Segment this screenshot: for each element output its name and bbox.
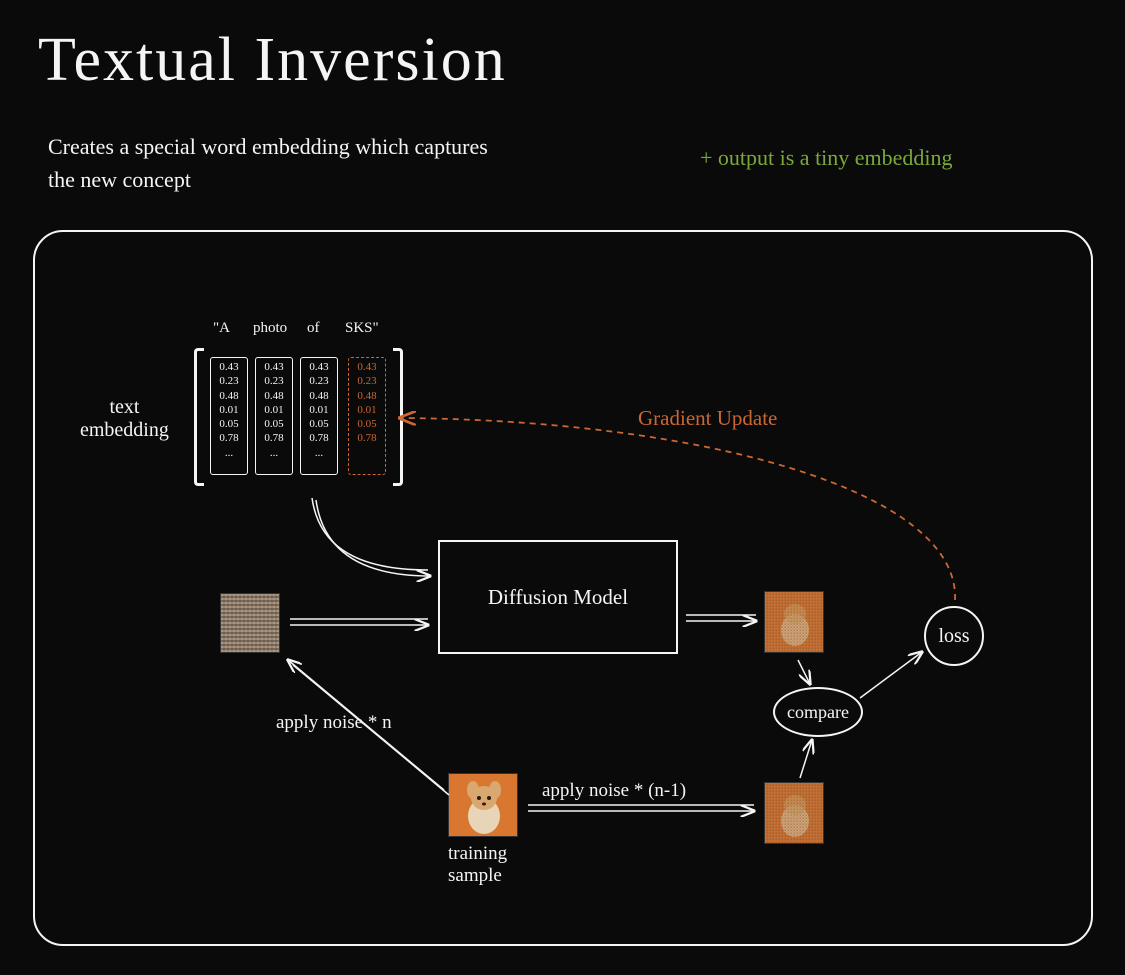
embedding-bracket-right	[393, 348, 403, 486]
gradient-update-label: Gradient Update	[638, 406, 777, 431]
diffusion-output-image	[764, 591, 824, 653]
compare-label: compare	[787, 702, 849, 723]
noisy-image	[220, 593, 280, 653]
compare-oval: compare	[773, 687, 863, 737]
training-sample-label: training sample	[448, 843, 507, 887]
target-image	[764, 782, 824, 844]
embedding-col-1: 0.43 0.23 0.48 0.01 0.05 0.78 ...	[255, 357, 293, 475]
embedding-label: text embedding	[80, 396, 169, 442]
apply-noise-n-label: apply noise * n	[276, 712, 392, 734]
embedding-col-0: 0.43 0.23 0.48 0.01 0.05 0.78 ...	[210, 357, 248, 475]
diffusion-model-box: Diffusion Model	[438, 540, 678, 654]
embedding-col-2: 0.43 0.23 0.48 0.01 0.05 0.78 ...	[300, 357, 338, 475]
subtitle: Creates a special word embedding which c…	[48, 130, 488, 196]
embedding-bracket-left	[194, 348, 204, 486]
apply-noise-n1-label: apply noise * (n-1)	[542, 780, 686, 802]
token-label-3: SKS"	[345, 320, 379, 337]
annotation-output: + output is a tiny embedding	[700, 145, 953, 171]
diffusion-model-label: Diffusion Model	[488, 585, 628, 610]
embedding-col-sks: 0.43 0.23 0.48 0.01 0.05 0.78	[348, 357, 386, 475]
loss-oval: loss	[924, 606, 984, 666]
training-sample-image	[448, 773, 518, 837]
loss-label: loss	[938, 625, 969, 648]
token-label-2: of	[307, 320, 320, 337]
token-label-1: photo	[253, 320, 287, 337]
token-label-0: "A	[213, 320, 230, 337]
page-title: Textual Inversion	[38, 25, 507, 96]
